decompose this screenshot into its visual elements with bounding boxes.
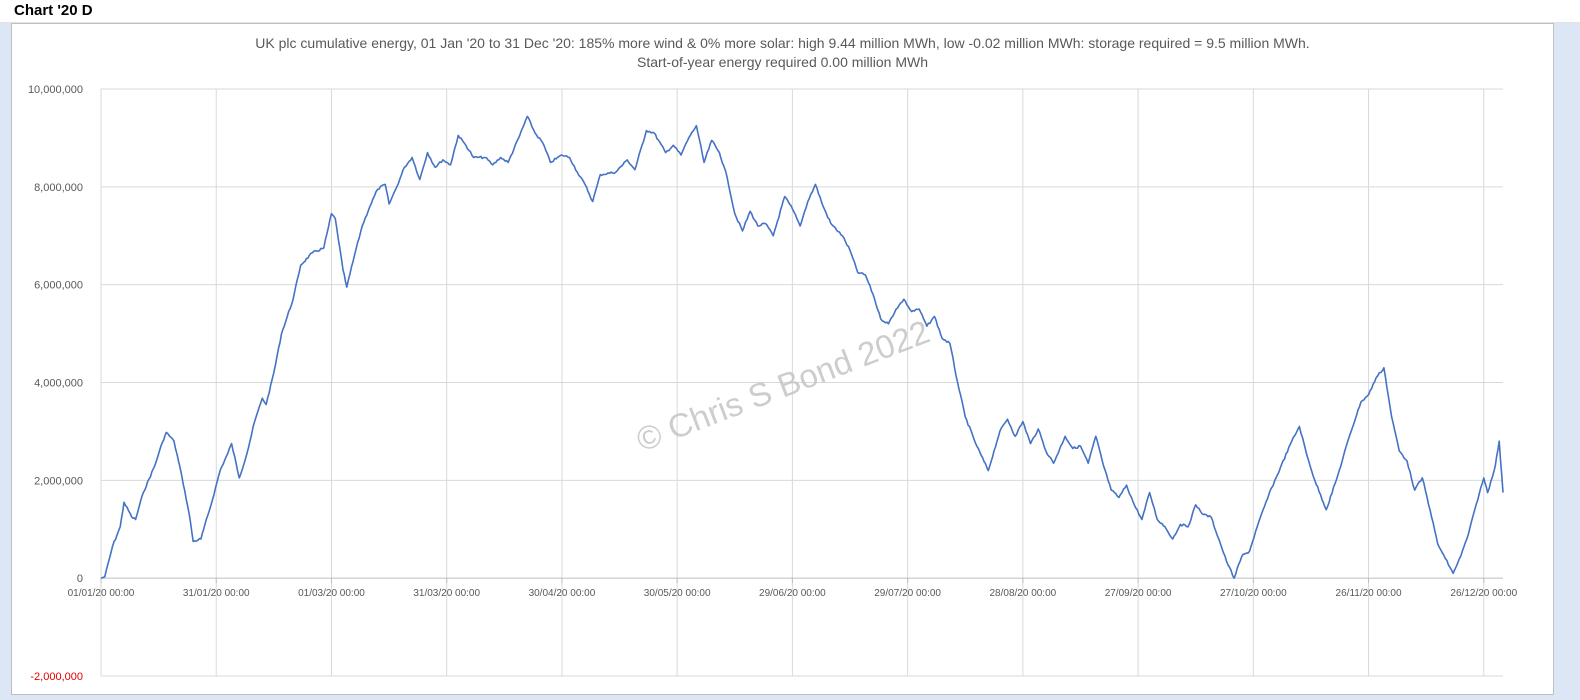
- plot-area: [100, 115, 1504, 579]
- x-tick-label: 30/04/20 00:00: [529, 588, 596, 599]
- x-tick-label: 29/06/20 00:00: [759, 588, 826, 599]
- y-tick-label: 2,000,000: [34, 475, 83, 487]
- x-tick-label: 27/10/20 00:00: [1220, 588, 1287, 599]
- sheet-title: Chart '20 D: [14, 2, 93, 19]
- chart-area[interactable]: [11, 23, 1554, 695]
- gridlines: [100, 88, 1503, 677]
- sheet-title-bar: Chart '20 D: [0, 0, 1580, 23]
- x-tick-label: 31/01/20 00:00: [183, 588, 250, 599]
- series-line-0: [100, 115, 1504, 579]
- x-tick-label: 30/05/20 00:00: [644, 588, 711, 599]
- y-tick-label: 0: [77, 573, 83, 585]
- x-tick-label: 28/08/20 00:00: [989, 588, 1056, 599]
- y-tick-label: -2,000,000: [30, 671, 83, 683]
- x-tick-label: 29/07/20 00:00: [874, 588, 941, 599]
- axes: [100, 577, 1503, 584]
- chart-heading: UK plc cumulative energy, 01 Jan '20 to …: [11, 34, 1554, 72]
- x-tick-label: 31/03/20 00:00: [413, 588, 480, 599]
- axis-labels: 10,000,000 8,000,000 6,000,000 4,000,000 2,0…: [28, 84, 1518, 683]
- chart-subtitle: Start-of-year energy required 0.00 milli…: [636, 54, 928, 70]
- x-tick-label: 26/12/20 00:00: [1450, 588, 1517, 599]
- y-tick-label: 6,000,000: [34, 280, 83, 292]
- x-tick-label: 01/03/20 00:00: [298, 588, 365, 599]
- y-tick-label: 10,000,000: [28, 84, 83, 96]
- chart-title: UK plc cumulative energy, 01 Jan '20 to …: [255, 35, 1310, 51]
- x-tick-label: 01/01/20 00:00: [68, 588, 135, 599]
- x-tick-label: 26/11/20 00:00: [1336, 588, 1402, 599]
- x-tick-label: 27/09/20 00:00: [1105, 588, 1172, 599]
- y-tick-label: 4,000,000: [34, 378, 83, 390]
- y-tick-label: 8,000,000: [34, 182, 83, 194]
